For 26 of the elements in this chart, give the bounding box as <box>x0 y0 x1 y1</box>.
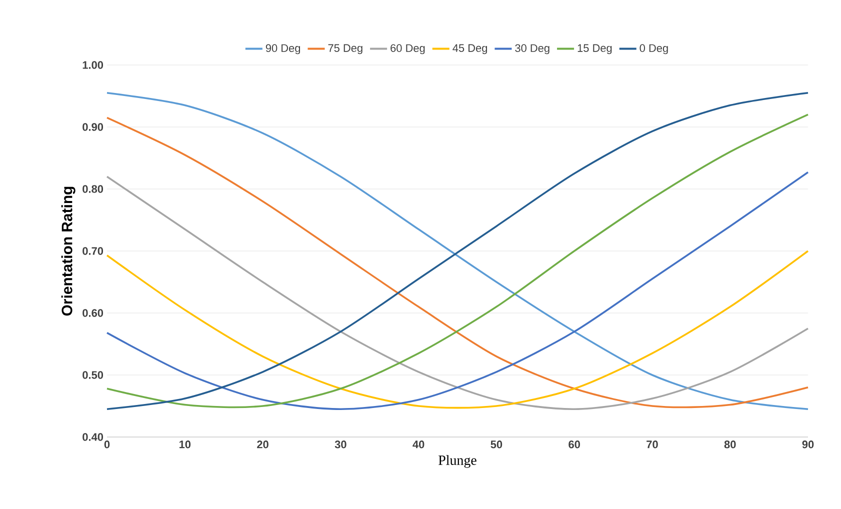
y-tick-label: 0.60 <box>82 309 104 317</box>
legend-label: 30 Deg <box>515 44 550 54</box>
y-tick-label: 0.70 <box>82 247 104 255</box>
x-tick-label: 60 <box>568 440 580 448</box>
x-tick-label: 30 <box>334 440 346 448</box>
x-tick-label: 40 <box>412 440 424 448</box>
legend-label: 60 Deg <box>390 44 425 54</box>
x-tick-label: 70 <box>646 440 658 448</box>
x-tick-label: 90 <box>802 440 814 448</box>
y-tick-label: 0.40 <box>82 433 104 441</box>
y-tick-label: 0.50 <box>82 371 104 379</box>
y-tick-label: 0.90 <box>82 123 104 131</box>
legend-label: 75 Deg <box>328 44 362 54</box>
legend-label: 45 Deg <box>452 44 487 54</box>
legend-label: 0 Deg <box>640 44 668 54</box>
x-axis-title: Plunge <box>438 455 476 468</box>
x-tick-label: 20 <box>257 440 268 448</box>
x-tick-label: 80 <box>724 440 736 448</box>
legend-label: 90 Deg <box>266 44 300 54</box>
y-tick-label: 0.80 <box>82 185 104 193</box>
x-tick-label: 10 <box>179 440 191 448</box>
y-tick-label: 1.00 <box>82 61 104 69</box>
legend-label: 15 Deg <box>578 44 612 54</box>
x-tick-label: 50 <box>490 440 502 448</box>
x-tick-label: 0 <box>104 440 110 448</box>
y-axis-title: Orientation Rating <box>61 186 76 316</box>
